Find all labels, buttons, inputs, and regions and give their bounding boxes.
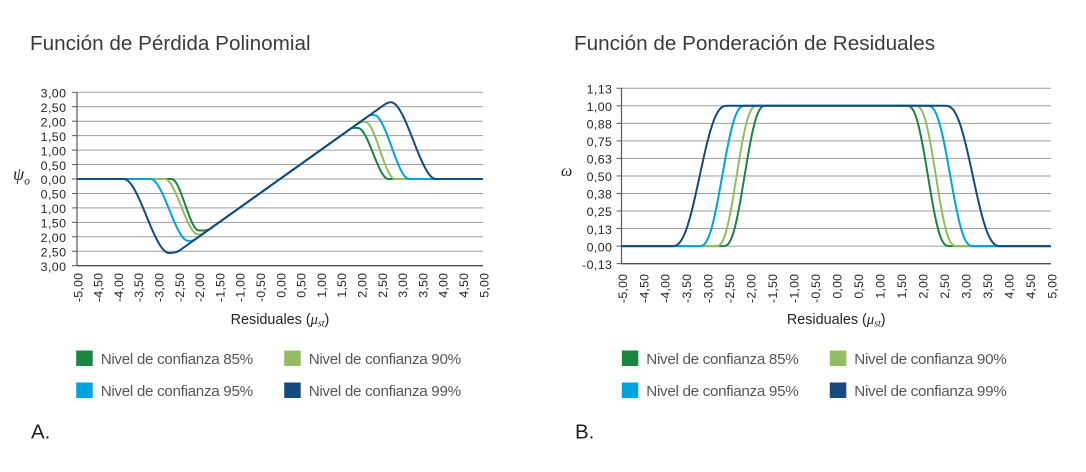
svg-text:1,00: 1,00 bbox=[41, 144, 67, 158]
svg-text:3,00: 3,00 bbox=[41, 87, 67, 101]
svg-text:1,00: 1,00 bbox=[587, 100, 613, 114]
svg-text:3,00: 3,00 bbox=[41, 260, 67, 274]
svg-text:0,00: 0,00 bbox=[41, 173, 67, 187]
svg-text:-4,50: -4,50 bbox=[92, 273, 106, 302]
svg-text:3,50: 3,50 bbox=[981, 274, 995, 299]
svg-text:3,00: 3,00 bbox=[959, 274, 973, 299]
svg-text:2,50: 2,50 bbox=[41, 101, 67, 115]
svg-text:1,00: 1,00 bbox=[315, 273, 329, 298]
svg-text:2,00: 2,00 bbox=[41, 231, 67, 245]
svg-text:Nivel de confianza 99%: Nivel de confianza 99% bbox=[309, 383, 461, 400]
svg-text:0,38: 0,38 bbox=[587, 188, 613, 202]
svg-text:-2,00: -2,00 bbox=[193, 273, 207, 302]
svg-text:0,50: 0,50 bbox=[852, 274, 866, 299]
svg-text:-2,00: -2,00 bbox=[745, 274, 759, 303]
svg-text:-3,50: -3,50 bbox=[680, 274, 694, 303]
svg-text:0,50: 0,50 bbox=[295, 273, 309, 298]
svg-text:0,88: 0,88 bbox=[587, 118, 613, 132]
svg-text:-0,50: -0,50 bbox=[254, 273, 268, 302]
svg-text:-0,50: -0,50 bbox=[809, 274, 823, 303]
svg-text:-1,00: -1,00 bbox=[234, 273, 248, 302]
svg-text:Residuales (μst): Residuales (μst) bbox=[231, 312, 330, 330]
svg-text:-0,13: -0,13 bbox=[582, 258, 612, 272]
svg-text:0,00: 0,00 bbox=[587, 240, 613, 254]
svg-text:0,50: 0,50 bbox=[587, 170, 613, 184]
svg-text:5,00: 5,00 bbox=[1045, 274, 1059, 299]
svg-text:Función de Ponderación de Resi: Función de Ponderación de Residuales bbox=[574, 32, 935, 55]
svg-text:-2,50: -2,50 bbox=[173, 273, 187, 302]
svg-text:2,00: 2,00 bbox=[356, 273, 370, 298]
svg-text:B.: B. bbox=[575, 421, 594, 444]
svg-text:3,50: 3,50 bbox=[416, 273, 430, 298]
svg-text:2,50: 2,50 bbox=[376, 273, 390, 298]
svg-text:0,50: 0,50 bbox=[41, 159, 67, 173]
svg-text:1,50: 1,50 bbox=[895, 274, 909, 299]
svg-text:1,00: 1,00 bbox=[874, 274, 888, 299]
svg-text:A.: A. bbox=[31, 421, 50, 444]
svg-text:-4,00: -4,00 bbox=[659, 274, 673, 303]
svg-text:1,50: 1,50 bbox=[41, 217, 67, 231]
svg-text:0,75: 0,75 bbox=[587, 135, 613, 149]
svg-text:Residuales (μst): Residuales (μst) bbox=[787, 312, 886, 330]
svg-text:Nivel de confianza 85%: Nivel de confianza 85% bbox=[101, 351, 253, 368]
svg-text:0,63: 0,63 bbox=[587, 153, 613, 167]
svg-text:0,25: 0,25 bbox=[587, 205, 613, 219]
svg-text:4,00: 4,00 bbox=[1002, 274, 1016, 299]
svg-text:Función de Pérdida Polinomial: Función de Pérdida Polinomial bbox=[30, 32, 311, 55]
svg-text:-1,50: -1,50 bbox=[213, 273, 227, 302]
svg-text:2,00: 2,00 bbox=[916, 274, 930, 299]
svg-text:0,50: 0,50 bbox=[41, 188, 67, 202]
svg-text:Nivel de confianza 90%: Nivel de confianza 90% bbox=[309, 351, 461, 368]
svg-text:1,50: 1,50 bbox=[41, 130, 67, 144]
svg-text:4,00: 4,00 bbox=[437, 273, 451, 298]
svg-text:ω: ω bbox=[561, 163, 572, 180]
svg-text:-1,50: -1,50 bbox=[766, 274, 780, 303]
svg-text:0,00: 0,00 bbox=[274, 273, 288, 298]
svg-text:-1,00: -1,00 bbox=[788, 274, 802, 303]
svg-text:Nivel de confianza 95%: Nivel de confianza 95% bbox=[646, 383, 798, 400]
svg-text:-4,50: -4,50 bbox=[637, 274, 651, 303]
svg-text:1,13: 1,13 bbox=[587, 82, 613, 96]
svg-text:-3,00: -3,00 bbox=[153, 273, 167, 302]
svg-text:Nivel de confianza 85%: Nivel de confianza 85% bbox=[646, 351, 798, 368]
svg-text:-2,50: -2,50 bbox=[723, 274, 737, 303]
svg-text:Nivel de confianza 99%: Nivel de confianza 99% bbox=[854, 383, 1006, 400]
svg-text:-4,00: -4,00 bbox=[112, 273, 126, 302]
svg-text:2,00: 2,00 bbox=[41, 115, 67, 129]
svg-text:4,50: 4,50 bbox=[1024, 274, 1038, 299]
svg-text:4,50: 4,50 bbox=[457, 273, 471, 298]
svg-text:-5,00: -5,00 bbox=[616, 274, 630, 303]
svg-text:Nivel de confianza 95%: Nivel de confianza 95% bbox=[101, 383, 253, 400]
svg-text:0,00: 0,00 bbox=[831, 274, 845, 299]
svg-text:-5,00: -5,00 bbox=[71, 273, 85, 302]
svg-text:-3,50: -3,50 bbox=[132, 273, 146, 302]
svg-text:1,00: 1,00 bbox=[41, 202, 67, 216]
svg-text:0,13: 0,13 bbox=[587, 223, 613, 237]
svg-text:2,50: 2,50 bbox=[938, 274, 952, 299]
svg-text:-3,00: -3,00 bbox=[702, 274, 716, 303]
svg-text:5,00: 5,00 bbox=[477, 273, 491, 298]
svg-text:1,50: 1,50 bbox=[335, 273, 349, 298]
svg-text:3,00: 3,00 bbox=[396, 273, 410, 298]
svg-text:Nivel de confianza 90%: Nivel de confianza 90% bbox=[854, 351, 1006, 368]
svg-text:2,50: 2,50 bbox=[41, 245, 67, 259]
